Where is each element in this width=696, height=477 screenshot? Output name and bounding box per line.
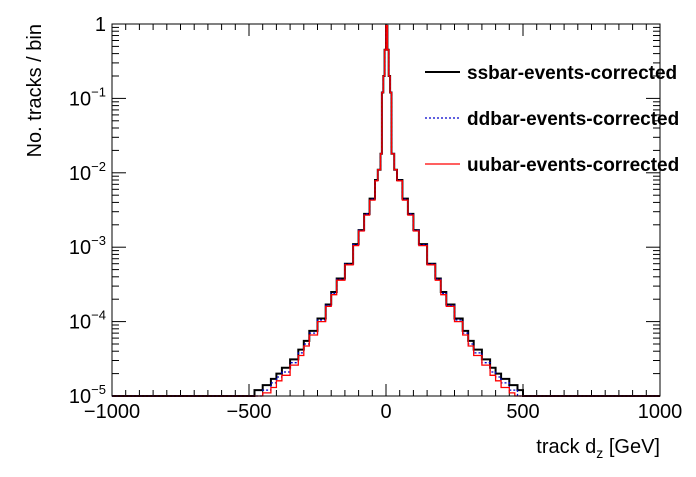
y-tick-label-base: 10 (69, 237, 91, 259)
y-tick-label-exponent: −5 (91, 382, 106, 397)
y-tick-label-base: 10 (69, 312, 91, 334)
y-tick-label-base: 10 (69, 386, 91, 408)
y-tick-label-exponent: −2 (91, 159, 106, 174)
y-tick-label-base: 10 (69, 88, 91, 110)
y-tick-label-base: 1 (95, 14, 106, 36)
y-tick-label-exponent: −3 (91, 233, 106, 248)
x-tick-label: −1000 (84, 401, 140, 423)
y-tick-label: 10−3 (69, 233, 106, 259)
legend-label: ssbar-events-corrected (467, 63, 677, 84)
y-tick-label-exponent: −4 (91, 308, 106, 323)
y-tick-label: 10−2 (69, 159, 106, 185)
x-tick-label: 500 (506, 401, 539, 423)
x-axis-label-unit: [GeV] (603, 436, 660, 458)
y-tick-label: 10−1 (69, 84, 106, 110)
x-tick-label: 0 (380, 401, 391, 423)
y-tick-label-exponent: −1 (91, 84, 106, 99)
series-line-uubar-events-corrected (112, 25, 660, 397)
legend-label: ddbar-events-corrected (467, 109, 679, 130)
y-tick-label: 1 (95, 14, 106, 36)
y-axis-label: No. tracks / bin (24, 24, 46, 157)
x-tick-labels: −1000 −500 0 500 1000 (84, 401, 682, 423)
legend-label: uubar-events-corrected (467, 155, 679, 176)
x-tick-label: 1000 (638, 401, 683, 423)
y-tick-label: 10−4 (69, 308, 106, 334)
legend: ssbar-events-corrected ddbar-events-corre… (425, 63, 679, 176)
x-axis-label-subscript: z (596, 445, 603, 461)
y-tick-label: 10−5 (69, 382, 106, 408)
x-tick-label: −500 (226, 401, 271, 423)
y-tick-label-base: 10 (69, 163, 91, 185)
series-layer (112, 24, 660, 397)
x-axis-label: track dz [GeV] (536, 436, 660, 461)
plot-frame (111, 23, 661, 397)
x-axis-label-main: track d (536, 436, 596, 458)
y-tick-labels: 10−510−410−310−210−11 (69, 14, 106, 408)
